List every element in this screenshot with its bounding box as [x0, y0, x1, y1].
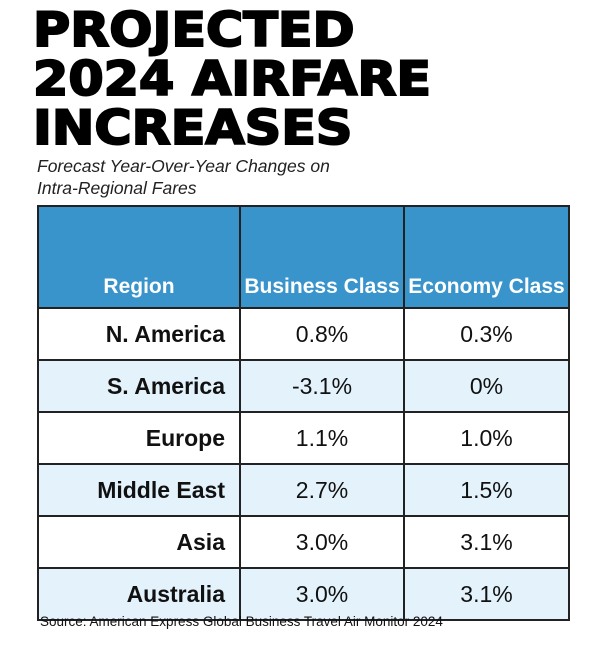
value-cell: 1.0%	[403, 411, 570, 465]
value-cell: 0.3%	[403, 307, 570, 361]
table-row: S. America -3.1% 0%	[37, 359, 570, 413]
value-cell: 3.1%	[403, 567, 570, 621]
title-line: 2024 AIRFARE	[32, 52, 432, 107]
subtitle-line: Forecast Year-Over-Year Changes on	[37, 156, 330, 176]
value-cell: 3.0%	[239, 567, 405, 621]
column-header: Economy Class	[403, 205, 570, 309]
region-cell: S. America	[37, 359, 241, 413]
column-header: Business Class	[239, 205, 405, 309]
chart-title: PROJECTED 2024 AIRFARE INCREASES	[32, 3, 432, 156]
table-row: Asia 3.0% 3.1%	[37, 515, 570, 569]
subtitle-line: Intra-Regional Fares	[37, 178, 197, 198]
value-cell: 0%	[403, 359, 570, 413]
table-row: Australia 3.0% 3.1%	[37, 567, 570, 621]
value-cell: 1.5%	[403, 463, 570, 517]
region-cell: Australia	[37, 567, 241, 621]
value-cell: 3.0%	[239, 515, 405, 569]
title-line: INCREASES	[32, 101, 354, 156]
value-cell: -3.1%	[239, 359, 405, 413]
region-cell: Asia	[37, 515, 241, 569]
airfare-table: Region Business Class Economy Class N. Ame…	[37, 205, 570, 621]
region-cell: Europe	[37, 411, 241, 465]
table-row: N. America 0.8% 0.3%	[37, 307, 570, 361]
source-note: Source: American Express Global Business…	[40, 614, 443, 629]
title-line: PROJECTED	[32, 3, 356, 58]
value-cell: 0.8%	[239, 307, 405, 361]
value-cell: 1.1%	[239, 411, 405, 465]
column-header: Region	[37, 205, 241, 309]
table-row: Middle East 2.7% 1.5%	[37, 463, 570, 517]
value-cell: 2.7%	[239, 463, 405, 517]
region-cell: N. America	[37, 307, 241, 361]
table-row: Europe 1.1% 1.0%	[37, 411, 570, 465]
value-cell: 3.1%	[403, 515, 570, 569]
region-cell: Middle East	[37, 463, 241, 517]
chart-subtitle: Forecast Year-Over-Year Changes on Intra…	[37, 155, 330, 199]
